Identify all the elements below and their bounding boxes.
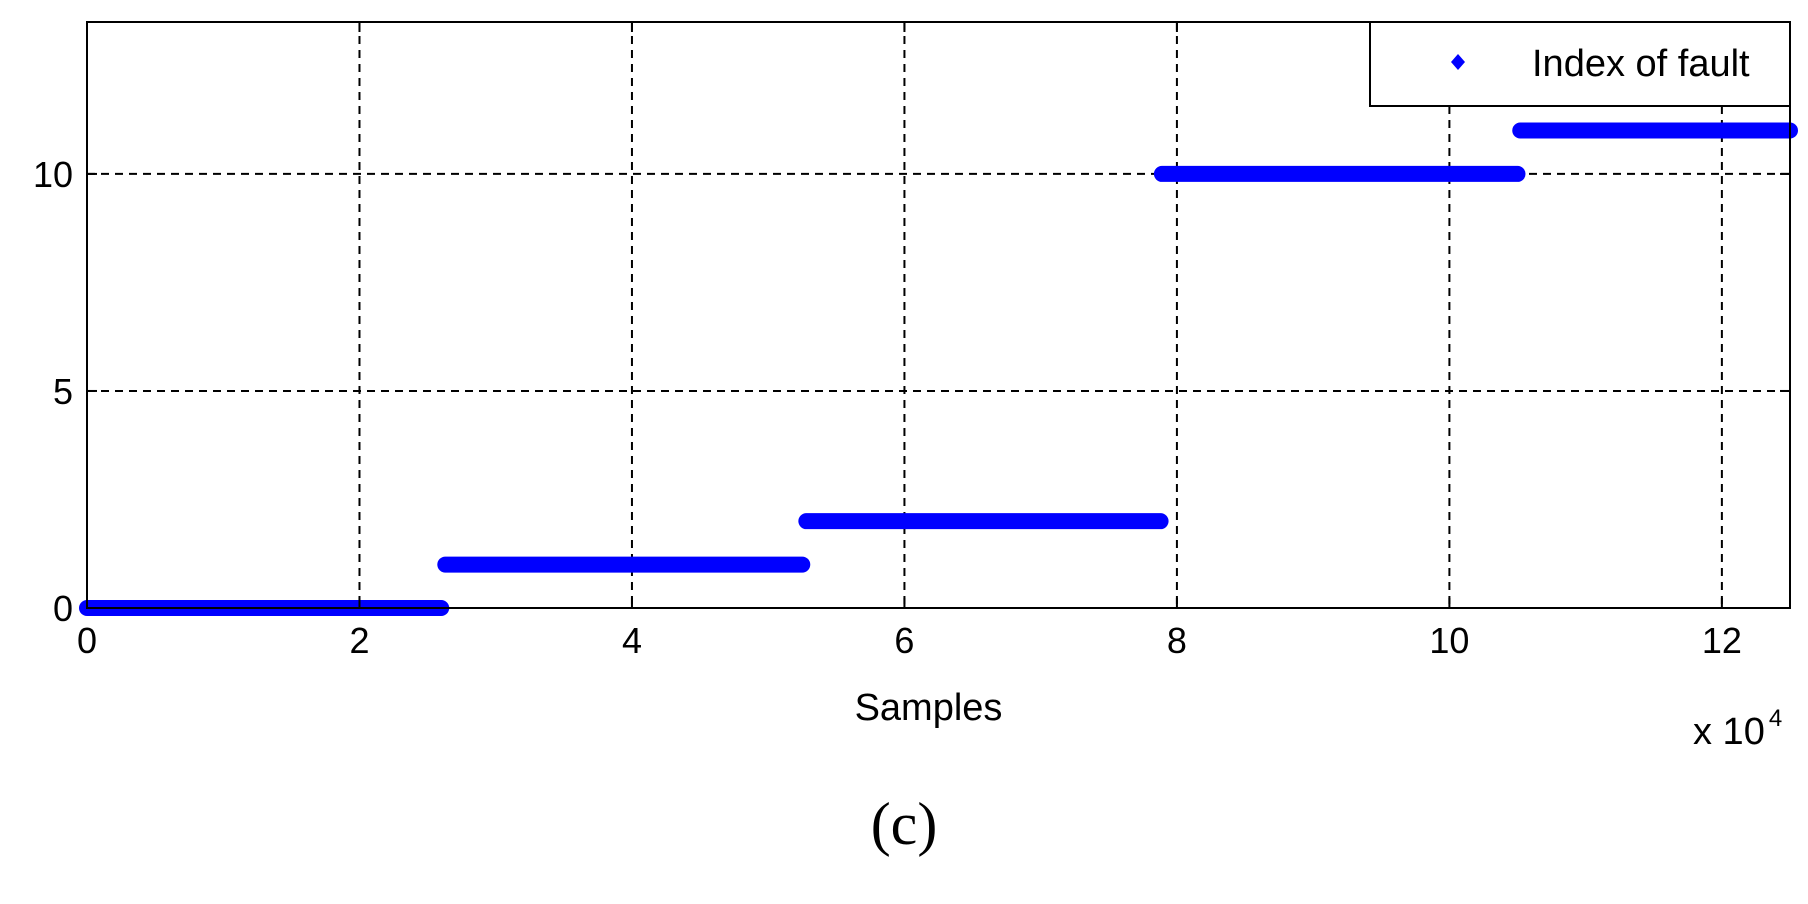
x-tick-label: 2 (349, 620, 369, 661)
x-axis-label: Samples (855, 687, 1003, 729)
x-tick-label: 4 (622, 620, 642, 661)
legend: Index of fault (1369, 21, 1791, 107)
x-axis-multiplier: x 10 4 (1693, 705, 1782, 753)
legend-box (1369, 21, 1791, 107)
axis-ticks (86, 22, 1790, 609)
plot-area-frame (86, 21, 1791, 609)
legend-marker-shape (1451, 54, 1465, 70)
y-tick-label: 0 (53, 588, 73, 629)
x-tick-label: 10 (1429, 620, 1469, 661)
x-tick-label: 6 (894, 620, 914, 661)
x-tick-label: 12 (1702, 620, 1742, 661)
tick-labels: 0 2 4 6 8 10 12 0 5 10 (33, 154, 1742, 661)
data-points (79, 122, 1798, 616)
y-tick-label: 5 (53, 371, 73, 412)
x-axis-multiplier-base: x 10 (1693, 711, 1765, 753)
legend-marker-icon (1451, 54, 1465, 70)
legend-entry-index-of-fault: Index of fault (1532, 43, 1750, 85)
x-axis-multiplier-exponent: 4 (1769, 705, 1782, 732)
x-tick-label: 0 (77, 620, 97, 661)
panel-label: (c) (870, 791, 938, 857)
x-tick-label: 8 (1167, 620, 1187, 661)
y-tick-label: 10 (33, 154, 73, 195)
